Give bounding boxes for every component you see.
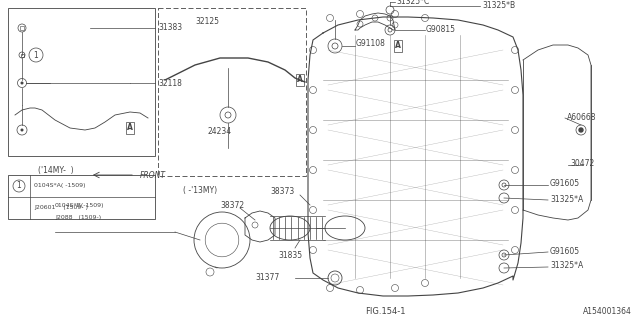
Text: 0104S*B(-1509): 0104S*B(-1509) — [55, 203, 104, 207]
Text: FIG.154-1: FIG.154-1 — [365, 308, 405, 316]
Text: 31325*C: 31325*C — [396, 0, 429, 6]
Text: 1: 1 — [17, 181, 21, 190]
Circle shape — [20, 129, 24, 132]
Text: A: A — [127, 124, 133, 132]
Text: A60668: A60668 — [567, 113, 596, 122]
Bar — [158, 8, 306, 176]
Text: 1: 1 — [34, 51, 38, 60]
Text: A: A — [395, 42, 401, 51]
Text: 24234: 24234 — [207, 127, 231, 137]
Circle shape — [20, 82, 24, 84]
Text: 31325*A: 31325*A — [550, 261, 583, 270]
Text: ( -'13MY): ( -'13MY) — [183, 186, 217, 195]
Text: J20601    (1509- ): J20601 (1509- ) — [34, 205, 88, 211]
Text: 31835: 31835 — [278, 251, 302, 260]
Text: 31325*A: 31325*A — [550, 195, 583, 204]
Text: G90815: G90815 — [426, 25, 456, 34]
Text: 31325*B: 31325*B — [482, 2, 515, 11]
Bar — [20, 53, 24, 57]
Text: 30472: 30472 — [570, 159, 595, 169]
Text: J2088   (1509-): J2088 (1509-) — [55, 215, 101, 220]
Text: G91108: G91108 — [356, 39, 386, 49]
Text: 38373: 38373 — [270, 188, 294, 196]
Text: G91605: G91605 — [550, 246, 580, 255]
Text: 31377: 31377 — [255, 274, 279, 283]
Bar — [20, 26, 24, 30]
Text: 31383: 31383 — [158, 23, 182, 33]
Text: FRONT: FRONT — [140, 171, 166, 180]
Text: G91605: G91605 — [550, 180, 580, 188]
Text: 32125: 32125 — [195, 18, 219, 27]
Text: 38372: 38372 — [220, 201, 244, 210]
Text: A: A — [297, 76, 303, 84]
Text: A154001364: A154001364 — [583, 308, 632, 316]
Bar — [8, 8, 155, 156]
Text: 0104S*A( -1509): 0104S*A( -1509) — [34, 183, 86, 188]
Text: 32118: 32118 — [158, 78, 182, 87]
Circle shape — [579, 128, 583, 132]
Text: ('14MY-  ): ('14MY- ) — [38, 166, 74, 175]
Bar — [8, 175, 155, 219]
